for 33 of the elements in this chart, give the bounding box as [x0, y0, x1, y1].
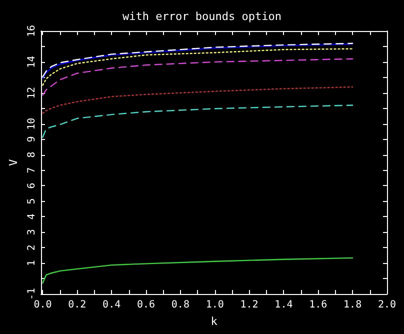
line-series [42, 58, 354, 96]
y-tick-label: 6 [26, 182, 38, 189]
x-tick-label: 0.2 [68, 300, 86, 310]
y-tick-label: 3 [26, 229, 38, 236]
line-series [42, 86, 354, 114]
x-tick-label: 0.8 [171, 300, 190, 310]
x-tick-label: 1.2 [240, 300, 258, 310]
y-tick-label: 16 [26, 24, 38, 38]
line-series [42, 104, 354, 138]
x-tick-label: 1.0 [206, 300, 224, 310]
line-series [42, 48, 354, 86]
y-tick-label: 12 [26, 86, 38, 99]
y-tick-label: 1 [26, 260, 38, 266]
x-tick-label: 1.4 [274, 300, 293, 310]
y-tick-label: 14 [26, 56, 38, 68]
y-tick-label: 2 [26, 244, 38, 251]
line-series [42, 257, 354, 284]
y-tick-label: 10 [26, 118, 38, 130]
x-tick-label: 2.0 [378, 300, 396, 310]
y-axis-title: V [7, 158, 20, 166]
y-tick-label: 8 [26, 152, 38, 158]
y-tick-label: 5 [26, 198, 38, 204]
x-axis-title: k [210, 315, 218, 328]
y-tick-label: 9 [26, 136, 38, 142]
x-tick-label: 0.4 [102, 300, 121, 310]
x-tick-label: 1.8 [344, 300, 362, 310]
chart-title: with error bounds option [122, 10, 282, 23]
x-tick-label: 0.0 [34, 300, 52, 310]
y-tick-label: 4 [26, 214, 38, 220]
x-tick-label: 1.6 [309, 300, 328, 310]
y-tick-label: -1 [26, 288, 38, 300]
y-tick-label: 7 [26, 167, 38, 174]
x-tick-label: 0.6 [136, 300, 156, 310]
